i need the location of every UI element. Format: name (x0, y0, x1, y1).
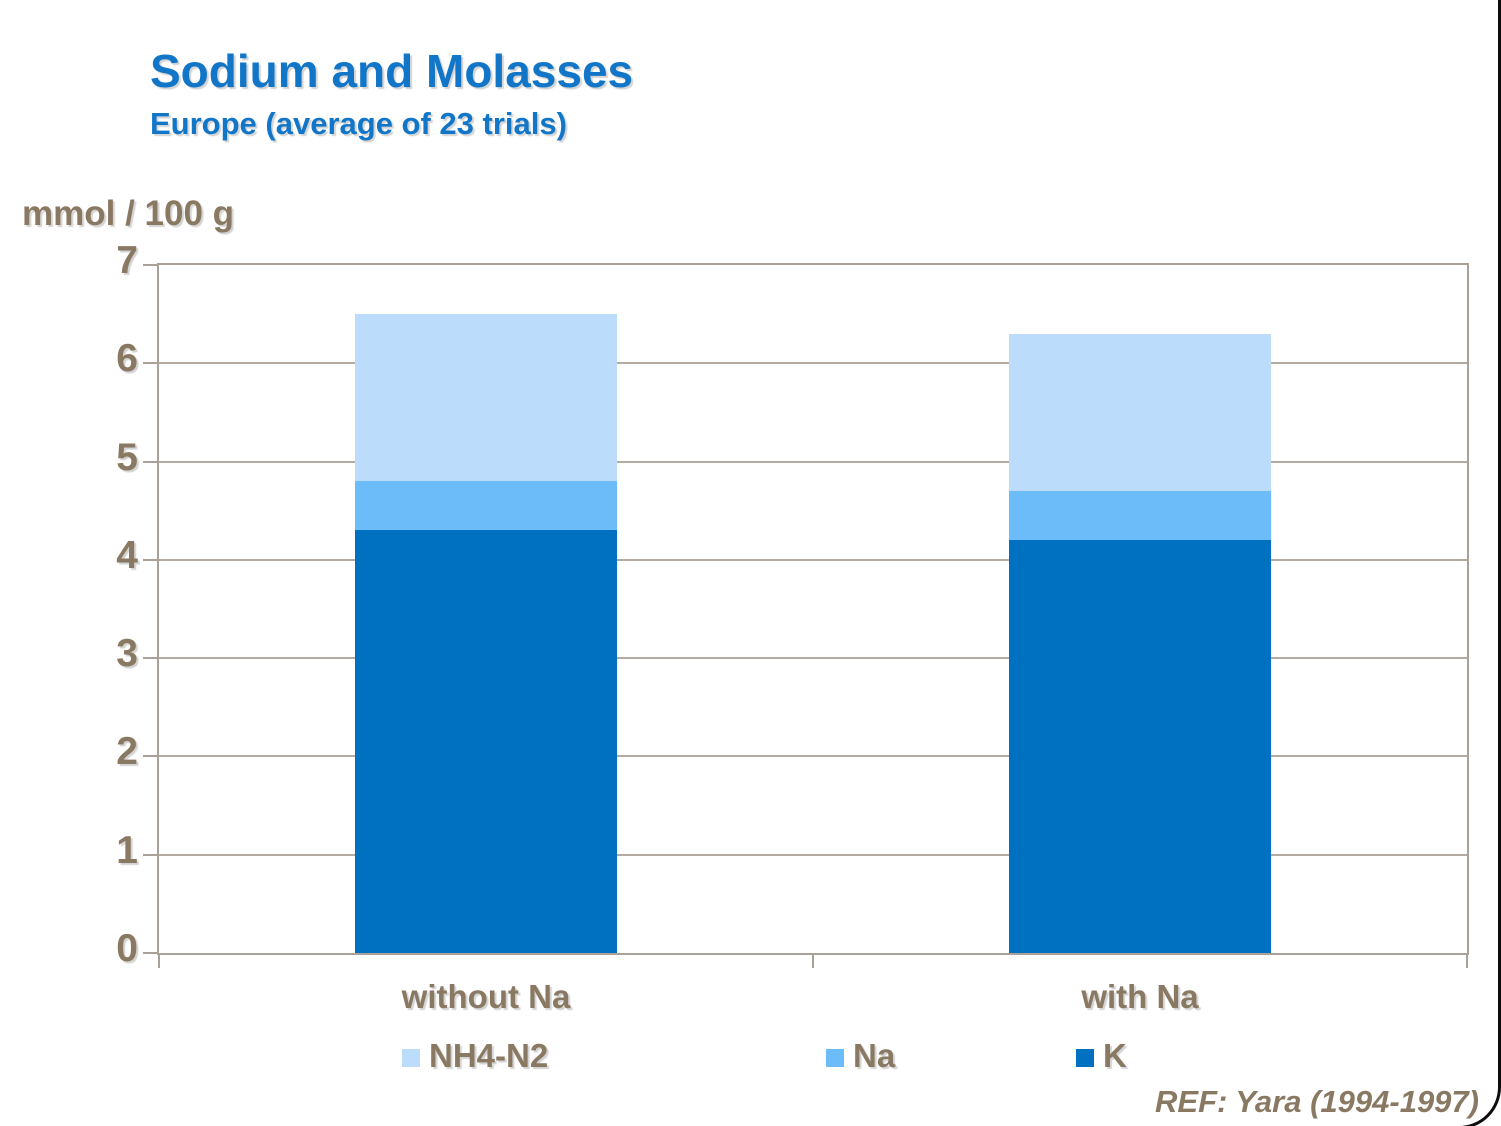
legend-label-k: K (1103, 1037, 1127, 1074)
bar-segment-nh4-n2-without-na (355, 314, 617, 481)
y-tick-mark-7 (143, 264, 157, 266)
legend-item-na: Na (826, 1037, 895, 1075)
y-tick-mark-2 (143, 755, 157, 757)
legend-swatch-k-icon (1076, 1049, 1094, 1067)
gridline-4 (159, 558, 1467, 561)
x-tick-mark-1 (812, 955, 814, 968)
y-tick-mark-3 (143, 657, 157, 659)
legend-item-k: K (1076, 1037, 1127, 1075)
y-tick-label-4: 4 (116, 534, 138, 577)
y-tick-label-1: 1 (116, 829, 138, 872)
y-tick-label-3: 3 (116, 632, 138, 675)
plot-area (157, 263, 1469, 955)
gridline-1 (159, 853, 1467, 856)
bar-segment-nh4-n2-with-na (1009, 334, 1271, 491)
y-tick-label-5: 5 (116, 436, 138, 479)
gridline-2 (159, 755, 1467, 758)
x-tick-mark-2 (1466, 955, 1468, 968)
bar-segment-k-with-na (1009, 540, 1271, 953)
y-tick-label-0: 0 (116, 927, 138, 970)
bar-segment-na-without-na (355, 481, 617, 530)
gridline-6 (159, 362, 1467, 365)
x-tick-mark-0 (158, 955, 160, 968)
y-axis-unit-label: mmol / 100 g (22, 194, 235, 233)
legend-label-nh4-n2: NH4-N2 (429, 1037, 549, 1074)
y-tick-mark-6 (143, 362, 157, 364)
y-tick-mark-1 (143, 854, 157, 856)
bar-segment-na-with-na (1009, 491, 1271, 540)
legend-swatch-na-icon (826, 1049, 844, 1067)
y-tick-mark-0 (143, 952, 157, 954)
legend-item-nh4-n2: NH4-N2 (402, 1037, 548, 1075)
y-tick-mark-5 (143, 461, 157, 463)
gridline-3 (159, 657, 1467, 660)
category-label-with-na: with Na (1081, 978, 1199, 1015)
reference-text: REF: Yara (1994-1997) (1155, 1084, 1479, 1119)
gridline-5 (159, 460, 1467, 463)
chart-title: Sodium and Molasses (150, 45, 634, 97)
category-label-without-na: without Na (401, 978, 571, 1015)
y-tick-label-6: 6 (116, 337, 138, 380)
bar-segment-k-without-na (355, 530, 617, 953)
y-tick-label-7: 7 (116, 239, 138, 282)
chart-subtitle: Europe (average of 23 trials) (150, 106, 567, 141)
legend-swatch-nh4-n2-icon (402, 1049, 420, 1067)
y-tick-label-2: 2 (116, 730, 138, 773)
legend-label-na: Na (853, 1037, 896, 1074)
y-tick-mark-4 (143, 559, 157, 561)
